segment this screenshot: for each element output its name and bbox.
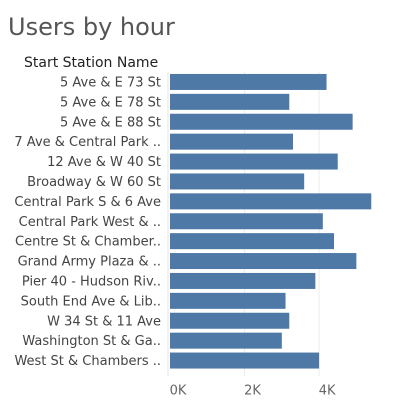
- bar[interactable]: [170, 332, 282, 349]
- x-tick-label: 2K: [244, 384, 261, 399]
- bar[interactable]: [170, 312, 290, 329]
- row-header-label: Start Station Name: [24, 55, 159, 71]
- bar[interactable]: [170, 113, 353, 130]
- category-label: 5 Ave & E 88 St: [60, 115, 161, 130]
- category-label: Central Park West & ..: [19, 215, 161, 230]
- bar[interactable]: [170, 213, 323, 230]
- bar[interactable]: [170, 233, 334, 250]
- category-label: 12 Ave & W 40 St: [47, 155, 161, 170]
- category-label: Washington St & Ga..: [22, 334, 161, 349]
- bar[interactable]: [170, 352, 320, 369]
- bar[interactable]: [170, 193, 372, 210]
- category-label: Central Park S & 6 Ave: [14, 195, 161, 210]
- category-label: Pier 40 - Hudson Riv..: [22, 274, 161, 289]
- bar[interactable]: [170, 133, 293, 150]
- bar[interactable]: [170, 173, 305, 190]
- category-label: Centre St & Chamber..: [15, 235, 161, 250]
- bars: [170, 73, 372, 369]
- bar[interactable]: [170, 292, 286, 309]
- category-label: 7 Ave & Central Park ..: [14, 135, 161, 150]
- bar[interactable]: [170, 153, 338, 170]
- bar[interactable]: [170, 73, 327, 90]
- category-label: 5 Ave & E 73 St: [60, 75, 161, 90]
- x-tick-label: 0K: [170, 384, 187, 399]
- category-label: West St & Chambers ..: [14, 354, 161, 369]
- category-label: South End Ave & Lib..: [21, 294, 161, 309]
- chart-title: Users by hour: [8, 13, 175, 41]
- category-label: Grand Army Plaza & ..: [18, 255, 161, 270]
- bar[interactable]: [170, 93, 290, 110]
- bar[interactable]: [170, 272, 316, 289]
- x-axis-ticks: 0K 2K 4K: [170, 384, 336, 399]
- category-label: Broadway & W 60 St: [27, 175, 161, 190]
- category-labels: 5 Ave & E 73 St 5 Ave & E 78 St 5 Ave & E …: [14, 75, 161, 369]
- category-label: 5 Ave & E 78 St: [60, 95, 161, 110]
- bar[interactable]: [170, 253, 357, 270]
- category-label: W 34 St & 11 Ave: [47, 314, 161, 329]
- x-tick-label: 4K: [319, 384, 336, 399]
